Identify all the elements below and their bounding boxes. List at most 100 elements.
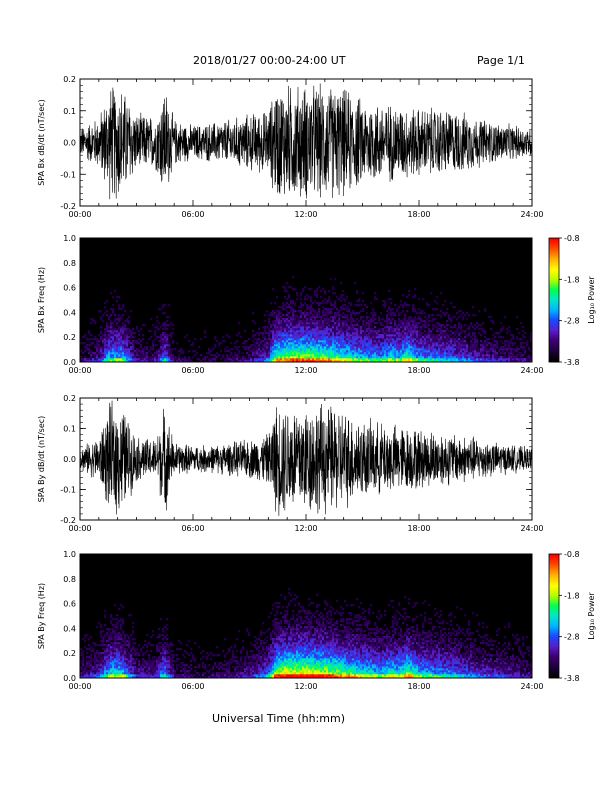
spectrogram-cell (466, 346, 469, 349)
spectrogram-cell (384, 340, 387, 343)
spectrogram-cell (106, 322, 109, 325)
spectrogram-cell (508, 340, 511, 343)
spectrogram-cell (512, 354, 515, 357)
spectrogram-cell (146, 356, 149, 359)
spectrogram-cell (352, 330, 355, 333)
spectrogram-cell (164, 674, 167, 677)
spectrogram-cell (128, 342, 131, 345)
spectrogram-cell (402, 336, 405, 339)
spectrogram-cell (112, 346, 115, 349)
spectrogram-cell (102, 652, 105, 655)
spectrogram-cell (444, 352, 447, 355)
spectrogram-cell (408, 318, 411, 321)
spectrogram-cell (228, 336, 231, 339)
colorbar-segment (549, 254, 559, 257)
spectrogram-cell (318, 334, 321, 337)
spectrogram-cell (146, 360, 149, 363)
spectrogram-cell (274, 320, 277, 323)
spectrogram-cell (332, 344, 335, 347)
spectrogram-cell (316, 290, 319, 293)
spectrogram-cell (124, 644, 127, 647)
spectrogram-cell (296, 310, 299, 313)
spectrogram-cell (322, 336, 325, 339)
spectrogram-cell (122, 660, 125, 663)
spectrogram-cell (344, 326, 347, 329)
spectrogram-cell (162, 660, 165, 663)
spectrogram-cell (118, 318, 121, 321)
spectrogram-cell (120, 344, 123, 347)
spectrogram-cell (224, 360, 227, 363)
spectrogram-cell (492, 334, 495, 337)
spectrogram-cell (288, 358, 291, 361)
spectrogram-cell (130, 358, 133, 361)
spectrogram-cell (416, 358, 419, 361)
spectrogram-cell (362, 292, 365, 295)
spectrogram-cell (116, 348, 119, 351)
spectrogram-cell (160, 352, 163, 355)
spectrogram-cell (138, 338, 141, 341)
spectrogram-cell (130, 672, 133, 675)
y-tick-label: 0.4 (63, 308, 76, 317)
spectrogram-cell (128, 350, 131, 353)
spectrogram-cell (316, 354, 319, 357)
spectrogram-cell (308, 306, 311, 309)
spectrogram-cell (338, 298, 341, 301)
spectrogram-cell (420, 334, 423, 337)
spectrogram-cell (420, 358, 423, 361)
spectrogram-cell (308, 358, 311, 361)
spectrogram-cell (118, 336, 121, 339)
spectrogram-cell (128, 646, 131, 649)
spectrogram-cell (400, 304, 403, 307)
spectrogram-cell (370, 336, 373, 339)
spectrogram-cell (108, 644, 111, 647)
spectrogram-cell (146, 634, 149, 637)
spectrogram-cell (88, 358, 91, 361)
spectrogram-cell (144, 670, 147, 673)
spectrogram-cell (400, 344, 403, 347)
spectrogram-cell (116, 332, 119, 335)
spectrogram-cell (110, 614, 113, 617)
spectrogram-cell (264, 358, 267, 361)
spectrogram-cell (198, 358, 201, 361)
spectrogram-cell (430, 354, 433, 357)
spectrogram-cell (504, 354, 507, 357)
spectrogram-cell (290, 348, 293, 351)
spectrogram-cell (344, 324, 347, 327)
spectrogram-cell (428, 356, 431, 359)
spectrogram-cell (206, 356, 209, 359)
spectrogram-cell (342, 306, 345, 309)
spectrogram-cell (270, 348, 273, 351)
spectrogram-cell (452, 348, 455, 351)
spectrogram-cell (320, 356, 323, 359)
spectrogram-cell (508, 354, 511, 357)
spectrogram-cell (326, 312, 329, 315)
spectrogram-cell (282, 344, 285, 347)
spectrogram-cell (168, 316, 171, 319)
spectrogram-cell (112, 642, 115, 645)
spectrogram-cell (118, 340, 121, 343)
spectrogram-cell (428, 338, 431, 341)
spectrogram-cell (490, 344, 493, 347)
spectrogram-cell (402, 330, 405, 333)
spectrogram-cell (398, 348, 401, 351)
spectrogram-cell (250, 360, 253, 363)
spectrogram-cell (500, 352, 503, 355)
spectrogram-cell (104, 614, 107, 617)
spectrogram-cell (226, 360, 229, 363)
spectrogram-cell (132, 668, 135, 671)
spectrogram-cell (474, 352, 477, 355)
spectrogram-cell (416, 354, 419, 357)
spectrogram-cell (316, 294, 319, 297)
spectrogram-cell (86, 346, 89, 349)
spectrogram-cell (254, 334, 257, 337)
spectrogram-cell (330, 332, 333, 335)
spectrogram-cell (152, 354, 155, 357)
spectrogram-cell (286, 298, 289, 301)
spectrogram-cell (184, 358, 187, 361)
spectrogram-cell (100, 326, 103, 329)
spectrogram-cell (310, 326, 313, 329)
spectrogram-cell (450, 320, 453, 323)
spectrogram-cell (276, 320, 279, 323)
spectrogram-cell (524, 360, 527, 363)
spectrogram-cell (80, 342, 83, 345)
